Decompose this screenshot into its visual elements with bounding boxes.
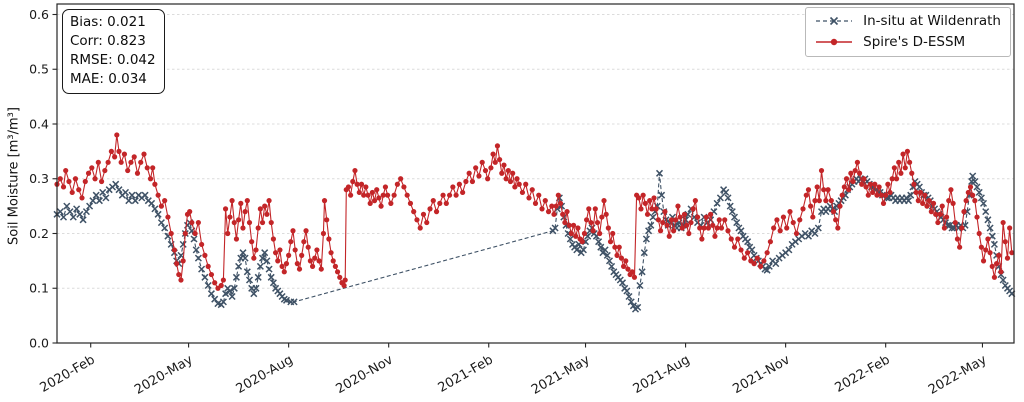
y-tick-label: 0.5 [29, 62, 49, 77]
x-tick-label: 2021-Aug [631, 352, 693, 396]
x-tick-label: 2021-Nov [730, 352, 792, 397]
stat-rmse: RMSE: 0.042 [70, 52, 156, 68]
spire-markers [54, 132, 1015, 291]
stats-box: Bias: 0.021 Corr: 0.823 RMSE: 0.042 MAE:… [62, 9, 165, 94]
x-tick-label: 2020-Nov [333, 352, 395, 397]
y-axis: 0.0 0.1 0.2 0.3 0.4 0.5 0.6 [29, 7, 57, 350]
y-tick-label: 0.2 [29, 226, 49, 241]
x-tick-label: 2022-May [926, 352, 990, 397]
stat-mae: MAE: 0.034 [70, 71, 147, 87]
x-tick-label: 2020-May [132, 352, 196, 397]
stat-corr: Corr: 0.823 [70, 33, 146, 49]
x-tick-label: 2021-Feb [436, 352, 496, 395]
plot-border [56, 3, 1015, 344]
x-axis: 2020-Feb 2020-May 2020-Aug 2020-Nov 2021-Feb… [38, 343, 990, 398]
y-tick-label: 0.0 [29, 335, 49, 350]
legend-item-spire: Spire's D-ESSM [814, 34, 1001, 50]
legend-label-spire: Spire's D-ESSM [863, 34, 966, 50]
x-tick-label: 2021-May [529, 352, 593, 397]
insitu-dashed-x-sample-icon [816, 16, 853, 26]
y-tick-label: 0.4 [29, 116, 49, 131]
y-tick-label: 0.6 [29, 7, 49, 22]
x-tick-label: 2020-Feb [38, 352, 98, 395]
legend-label-insitu: In-situ at Wildenrath [863, 13, 1001, 29]
x-tick-label: 2022-Feb [833, 352, 893, 395]
series-spire [54, 132, 1015, 291]
y-tick-label: 0.3 [29, 171, 49, 186]
stat-bias: Bias: 0.021 [70, 14, 146, 30]
x-tick-label: 2020-Aug [234, 352, 296, 396]
y-axis-label: Soil Moisture [m³/m³] [6, 107, 22, 245]
legend: In-situ at Wildenrath Spire's D-ESSM [805, 7, 1011, 57]
y-tick-label: 0.1 [29, 281, 49, 296]
legend-item-insitu: In-situ at Wildenrath [814, 13, 1001, 29]
spire-solid-dot-sample-icon [816, 38, 853, 46]
